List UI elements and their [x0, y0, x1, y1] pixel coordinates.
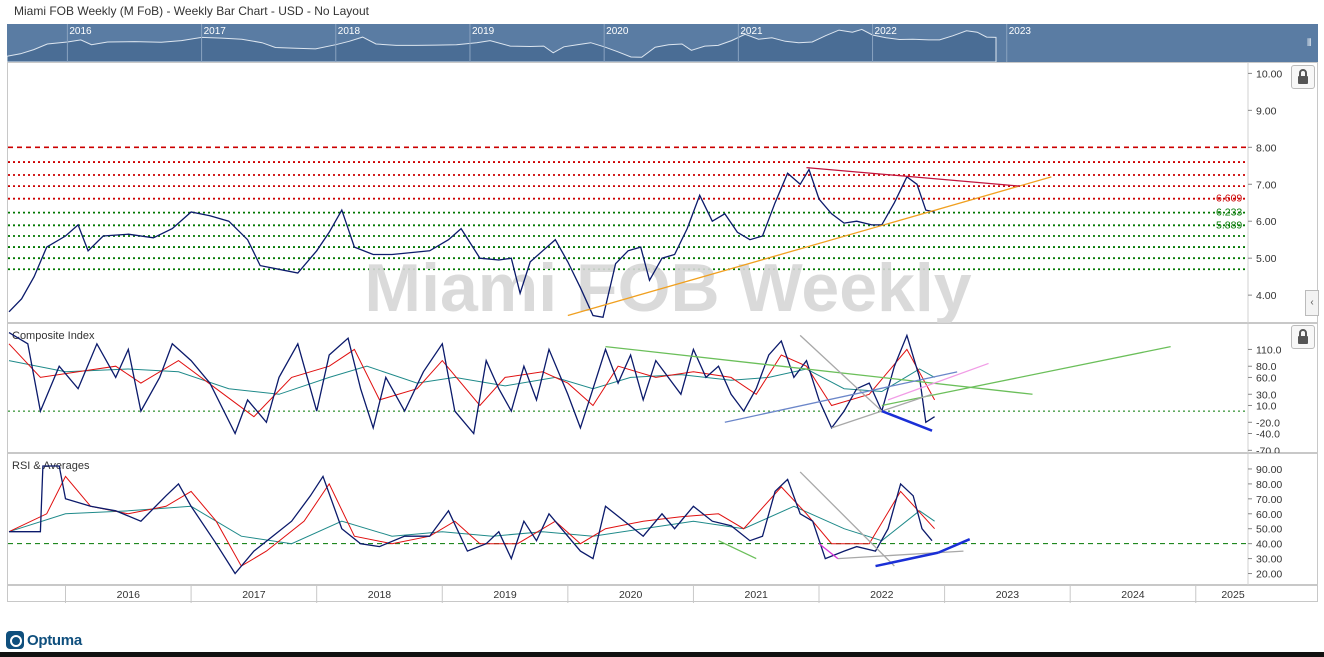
- navigator-year-label: 2019: [472, 26, 495, 37]
- navigator-year-label: 2023: [1009, 26, 1032, 37]
- trend-line: [799, 334, 883, 412]
- chevron-left-icon[interactable]: ‹: [1305, 290, 1319, 316]
- y-tick-label: -40.0: [1256, 429, 1280, 441]
- rsi-chart[interactable]: 90.00 80.00 70.00 60.00 50.00 40.00 30.00 20.00…: [8, 454, 1319, 586]
- y-tick-label: 80.00: [1256, 479, 1282, 491]
- trend-line: [837, 550, 964, 560]
- time-axis-labels: 2016 2017 2018 2019 2020 2021 2022 2023 2024 2025: [65, 586, 1245, 603]
- y-tick-label: 20.00: [1256, 569, 1282, 581]
- optuma-logo: Optuma: [6, 630, 82, 650]
- navigator-year-label: 2016: [69, 26, 92, 37]
- trend-line: [881, 409, 933, 432]
- navigator-year-label: 2018: [338, 26, 361, 37]
- time-navigator[interactable]: 2016 2017 2018 2019 2020 2021 2022 2023 ⦀: [6, 24, 1318, 63]
- y-tick-label: 8.00: [1256, 142, 1277, 154]
- y-tick-label: 80.0: [1256, 361, 1277, 373]
- trend-line: [881, 345, 1171, 407]
- lock-icon[interactable]: [1291, 65, 1315, 89]
- navigator-year-label: 2017: [204, 26, 227, 37]
- series-line: [9, 465, 933, 575]
- y-tick-label: 7.00: [1256, 179, 1277, 191]
- trend-line: [724, 371, 958, 423]
- y-tick-label: 70.00: [1256, 494, 1282, 506]
- panel-title: Composite Index: [12, 330, 95, 342]
- chart-title: Miami FOB Weekly (M FoB) - Weekly Bar Ch…: [14, 4, 369, 18]
- trend-line: [718, 540, 757, 560]
- navigator-year-label: 2021: [740, 26, 763, 37]
- y-tick-label: 4.00: [1256, 290, 1277, 302]
- watermark: Miami FOB Weekly: [364, 250, 971, 324]
- trend-line: [605, 345, 1033, 395]
- x-tick-label: 2023: [996, 589, 1020, 601]
- x-tick-label: 2021: [745, 589, 769, 601]
- lock-icon[interactable]: [1291, 325, 1315, 349]
- y-tick-label: 6.00: [1256, 216, 1277, 228]
- rsi-panel[interactable]: 90.00 80.00 70.00 60.00 50.00 40.00 30.00 20.00…: [7, 453, 1319, 586]
- navigator-area: [6, 28, 997, 63]
- trend-line: [818, 543, 839, 560]
- trend-line: [806, 166, 1021, 187]
- navigator-year-label: 2022: [875, 26, 898, 37]
- bottom-divider: [0, 652, 1324, 657]
- y-tick-label: 10.00: [1256, 68, 1282, 80]
- x-tick-label: 2020: [619, 589, 643, 601]
- y-tick-label: 10.0: [1256, 400, 1277, 412]
- navigator-overview[interactable]: 2016 2017 2018 2019 2020 2021 2022 2023 ⦀: [6, 24, 1318, 63]
- x-tick-label: 2022: [870, 589, 894, 601]
- trend-line: [937, 538, 971, 554]
- y-tick-label: 60.00: [1256, 509, 1282, 521]
- x-tick-label: 2018: [368, 589, 392, 601]
- series-line: [8, 360, 935, 395]
- y-tick-label: 40.00: [1256, 539, 1282, 551]
- y-tick-label: 30.00: [1256, 554, 1282, 566]
- price-chart[interactable]: 10.00 9.00 8.00 7.00 6.00 5.00 4.00 6.609 6.2335…: [8, 63, 1319, 326]
- time-axis[interactable]: 2016 2017 2018 2019 2020 2021 2022 2023 2024 2025: [7, 585, 1318, 603]
- y-tick-label: 5.00: [1256, 253, 1277, 265]
- y-tick-label: 110.0: [1256, 344, 1282, 356]
- composite-index-chart[interactable]: 110.080.060.030.010.0-20.0-40.0-70.0Comp…: [8, 324, 1319, 457]
- x-tick-label: 2019: [493, 589, 517, 601]
- series-line: [8, 332, 935, 436]
- series-line: [8, 343, 936, 418]
- trend-line: [875, 551, 939, 568]
- x-tick-label: 2024: [1121, 589, 1145, 601]
- y-tick-label: 90.00: [1256, 464, 1282, 476]
- x-tick-label: 2017: [242, 589, 266, 601]
- y-tick-label: -20.0: [1256, 417, 1280, 429]
- optuma-logo-icon: [6, 631, 24, 649]
- trend-line: [567, 176, 1052, 317]
- series-line: [8, 505, 935, 545]
- y-tick-label: 50.00: [1256, 524, 1282, 536]
- trend-line: [799, 471, 895, 567]
- y-tick-label: 60.0: [1256, 372, 1277, 384]
- level-label: 6.233: [1216, 207, 1242, 219]
- navigator-year-label: 2020: [606, 26, 629, 37]
- level-label: 6.609: [1216, 193, 1242, 205]
- y-tick-label: 9.00: [1256, 105, 1277, 117]
- trend-line: [887, 362, 989, 401]
- logo-text: Optuma: [27, 631, 82, 649]
- composite-index-panel[interactable]: 110.0 80.0 60.0 30.0 10.0 -20.0 -40.0 -70.0 Comp…: [7, 323, 1319, 457]
- y-tick-label: 30.0: [1256, 389, 1277, 401]
- series-line: [8, 475, 935, 567]
- x-tick-label: 2016: [117, 589, 141, 601]
- price-panel[interactable]: 10.00 9.00 8.00 7.00 6.00 5.00 4.00 6.609 6.233 5…: [7, 62, 1319, 326]
- level-label: 5.889: [1216, 219, 1242, 231]
- x-tick-label: 2025: [1221, 589, 1245, 601]
- series-line: [8, 167, 935, 319]
- navigator-handle: ⦀: [1307, 38, 1311, 49]
